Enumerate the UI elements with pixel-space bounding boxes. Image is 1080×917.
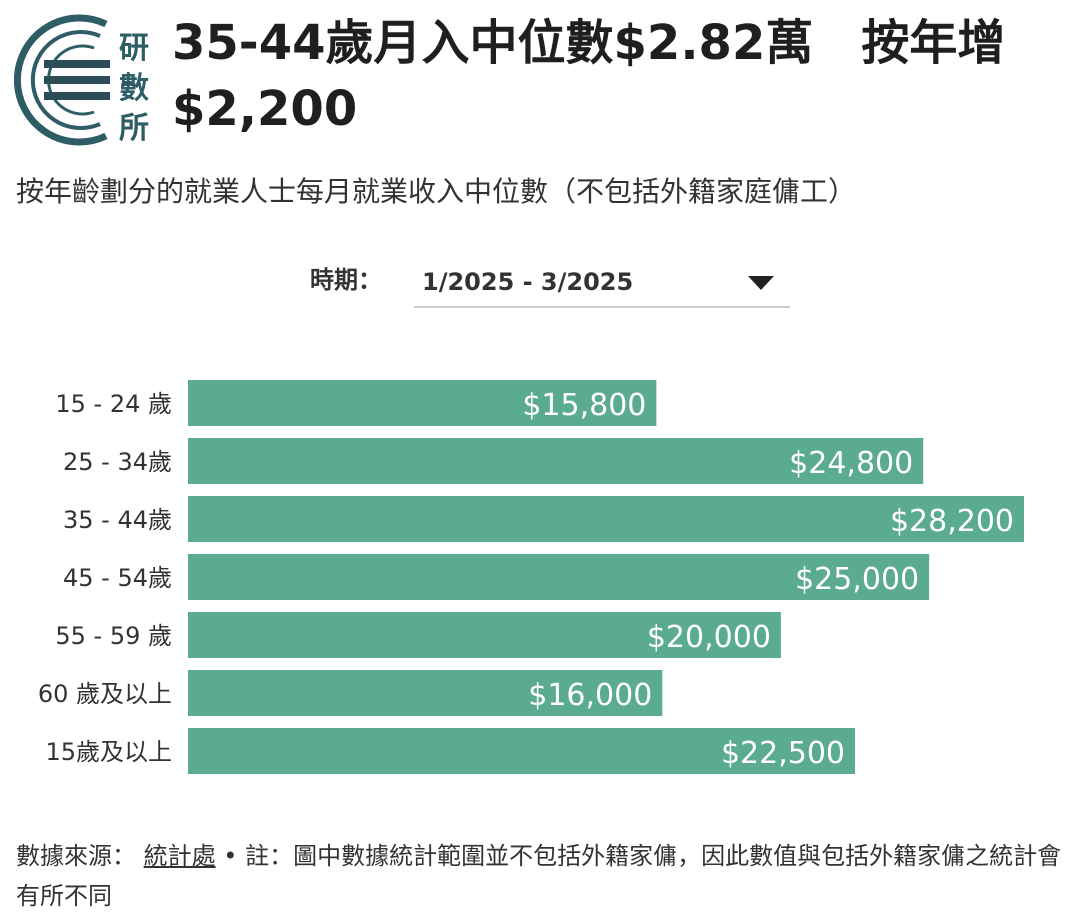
- category-label: 60 歲及以上: [38, 680, 172, 708]
- bar[interactable]: [188, 670, 663, 716]
- bar[interactable]: [188, 728, 856, 774]
- bar[interactable]: [188, 380, 657, 426]
- logo: 研 數 所: [14, 14, 149, 146]
- bar[interactable]: [188, 438, 924, 484]
- category-label: 55 - 59 歲: [55, 622, 172, 650]
- period-label: 時期：: [310, 266, 382, 294]
- bar[interactable]: [188, 496, 1024, 542]
- source-label: 數據來源：: [16, 842, 136, 870]
- logo-char-1: 研: [119, 31, 149, 66]
- bar-value-label: $24,800: [789, 446, 913, 481]
- bar-value-label: $16,000: [528, 678, 652, 713]
- logo-char-3: 所: [119, 111, 149, 146]
- category-label: 45 - 54歲: [63, 564, 172, 592]
- chart-subtitle: 按年齡劃分的就業人士每月就業收入中位數（不包括外籍家庭傭工）: [16, 175, 857, 208]
- category-label: 25 - 34歲: [63, 448, 172, 476]
- bar[interactable]: [188, 612, 781, 658]
- period-selected-value: 1/2025 - 3/2025: [422, 268, 634, 296]
- category-label: 15 - 24 歲: [55, 390, 172, 418]
- bar-value-label: $28,200: [890, 504, 1014, 539]
- bar-value-label: $22,500: [721, 736, 845, 771]
- bar-chart: 15 - 24 歲 $15,800 25 - 34歲 $24,800 35 - 44歲 $…: [38, 380, 1024, 774]
- bar-value-label: $20,000: [647, 620, 771, 655]
- caret-down-icon: [748, 276, 774, 290]
- footer-note: 數據來源： 統計處 • 註：圖中數據統計範圍並不包括外籍家傭，因此數值與包括外籍…: [16, 836, 1076, 916]
- page-title: 35-44歲月入中位數$2.82萬 按年增$2,200: [172, 15, 1006, 137]
- category-label: 35 - 44歲: [63, 506, 172, 534]
- bar-value-label: $25,000: [795, 562, 919, 597]
- category-label: 15歲及以上: [45, 738, 172, 766]
- source-link[interactable]: 統計處: [143, 842, 216, 870]
- footnote-text: • 註：圖中數據統計範圍並不包括外籍家傭，因此數值與包括外籍家傭之統計會有所不同: [16, 842, 1062, 910]
- logo-char-2: 數: [119, 71, 149, 106]
- bar-value-label: $15,800: [522, 388, 646, 423]
- period-dropdown[interactable]: 1/2025 - 3/2025: [414, 260, 790, 308]
- bar[interactable]: [188, 554, 930, 600]
- logo-emblem: [14, 14, 110, 146]
